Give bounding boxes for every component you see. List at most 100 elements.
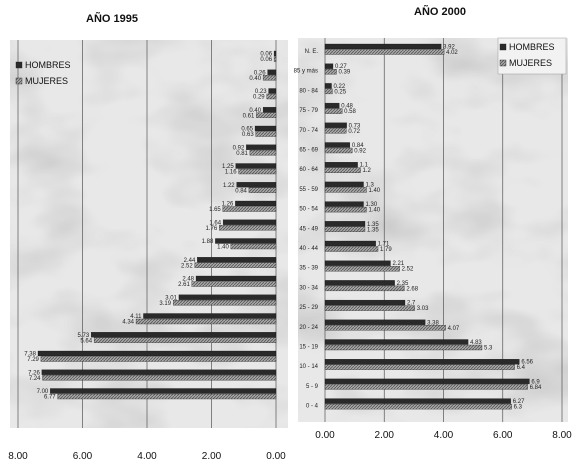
- data-label-hombres: 0.65: [241, 127, 253, 133]
- bar-group: 2.442.52: [181, 257, 277, 269]
- bar-mujeres: [273, 56, 277, 62]
- bar-hombres: [262, 107, 277, 113]
- category-label: 65 - 69: [299, 148, 318, 154]
- bar-group: 0.060.06: [260, 50, 277, 63]
- bar-hombres: [50, 388, 277, 394]
- data-label-mujeres: 0.81: [236, 151, 248, 157]
- bar-hombres: [324, 63, 334, 69]
- legend-box: [497, 37, 567, 75]
- legend: HOMBRES MUJERES: [497, 37, 567, 75]
- data-label-mujeres: 0.61: [243, 113, 255, 119]
- data-label-mujeres: 0.40: [249, 76, 261, 82]
- data-label-hombres: 1.3: [366, 182, 375, 188]
- legend-swatch-hombres: [15, 61, 23, 69]
- data-label-hombres: 2.21: [392, 261, 404, 267]
- data-label-mujeres: 5.64: [80, 338, 92, 344]
- category-label: 35 - 39: [299, 266, 318, 272]
- bar-group: 3.013.19: [159, 294, 277, 307]
- bar-mujeres: [324, 128, 347, 134]
- data-label-mujeres: 6.77: [44, 395, 56, 401]
- bar-mujeres: [135, 318, 277, 325]
- data-label-hombres: 2.7: [407, 301, 416, 307]
- data-label-mujeres: 0.29: [253, 95, 265, 101]
- bar-group: 0 - 4 6.276.3: [306, 398, 525, 411]
- data-label-hombres: 0.26: [254, 70, 266, 76]
- bar-hombres: [324, 280, 395, 286]
- data-label-mujeres: 6.4: [517, 365, 526, 371]
- bar-group: 40 - 44 1.711.79: [299, 240, 392, 253]
- bar-group: 2.482.61: [178, 275, 277, 288]
- category-label: 45 - 49: [299, 226, 318, 232]
- data-label-mujeres: 0.25: [334, 89, 346, 95]
- bar-group: 35 - 39 2.212.52: [299, 260, 414, 273]
- bar-group: 80 - 84 0.220.25: [299, 83, 347, 95]
- data-label-hombres: 7.00: [37, 389, 49, 395]
- bar-mujeres: [222, 206, 277, 212]
- data-label-mujeres: 7.29: [27, 357, 39, 363]
- data-label-hombres: 1.22: [223, 183, 235, 189]
- bar-hombres: [324, 260, 391, 266]
- data-label-hombres: 7.26: [28, 370, 40, 376]
- bar-hombres: [235, 163, 277, 169]
- bar-mujeres: [324, 305, 415, 311]
- chart-2000: AÑO 2000 0.00 2.00 4.00 6.00 8.00 HOMBRES MUJER…: [294, 5, 573, 441]
- bar-group: 85 y más 0.270.39: [294, 63, 351, 76]
- bar-hombres: [324, 162, 358, 168]
- bar-mujeres: [191, 281, 277, 287]
- data-label-hombres: 3.38: [427, 320, 439, 326]
- bar-hombres: [267, 69, 277, 75]
- data-label-mujeres: 6.3: [514, 405, 523, 411]
- category-label: 70 - 74: [299, 128, 318, 134]
- bar-hombres: [235, 200, 277, 207]
- bar-group: 25 - 29 2.73.03: [299, 299, 429, 312]
- bar-hombres: [324, 240, 376, 247]
- bar-group: 1.220.84: [223, 182, 277, 194]
- category-label: 80 - 84: [299, 88, 318, 94]
- data-label-hombres: 3.01: [165, 295, 177, 301]
- data-label-hombres: 6.27: [513, 399, 525, 405]
- bar-mujeres: [324, 325, 446, 331]
- category-label: 75 - 79: [299, 108, 318, 114]
- bar-group: 50 - 54 1.301.40: [299, 201, 381, 214]
- data-label-mujeres: 1.79: [380, 247, 392, 253]
- data-label-hombres: 2.44: [184, 258, 196, 264]
- data-label-hombres: 0.48: [341, 104, 353, 110]
- legend-swatch-mujeres: [499, 59, 507, 67]
- category-label: 20 - 24: [299, 325, 318, 331]
- bar-hombres: [324, 201, 364, 207]
- bar-hombres: [268, 88, 277, 94]
- data-label-hombres: 2.48: [182, 277, 194, 283]
- bar-hombres: [273, 50, 277, 57]
- bar-hombres: [324, 339, 469, 345]
- legend-swatch-hombres: [499, 43, 507, 51]
- category-label: 0 - 4: [306, 404, 319, 410]
- x-tick-label: 2.00: [202, 451, 222, 462]
- bar-mujeres: [324, 147, 353, 154]
- data-label-mujeres: 0.06: [260, 57, 272, 63]
- bar-group: 0.400.61: [243, 107, 277, 119]
- data-label-mujeres: 0.92: [354, 149, 366, 155]
- bar-mujeres: [40, 356, 277, 362]
- x-tick-label: 4.00: [137, 451, 157, 462]
- bar-group: 5 - 9 6.96.84: [306, 378, 542, 391]
- bar-hombres: [215, 238, 277, 244]
- bar-hombres: [324, 43, 442, 50]
- bar-mujeres: [324, 384, 528, 390]
- data-label-mujeres: 2.52: [181, 263, 193, 269]
- bar-group: 75 - 79 0.480.58: [299, 102, 357, 115]
- data-label-mujeres: 0.63: [242, 132, 254, 138]
- data-label-hombres: 6.9: [531, 379, 540, 385]
- data-label-mujeres: 1.40: [368, 188, 380, 194]
- data-label-hombres: 4.83: [470, 340, 482, 346]
- bar-mujeres: [172, 300, 277, 306]
- bar-mujeres: [42, 375, 277, 381]
- bar-mujeres: [57, 393, 277, 400]
- category-label: 30 - 34: [299, 285, 318, 291]
- bar-mujeres: [93, 337, 277, 343]
- data-label-hombres: 7.38: [24, 352, 36, 358]
- bar-group: 1.261.65: [209, 200, 277, 213]
- bar-group: 7.387.29: [24, 350, 277, 363]
- data-label-hombres: 2.35: [397, 281, 409, 287]
- chart-title: AÑO 1995: [86, 12, 138, 25]
- data-label-mujeres: 0.72: [348, 129, 360, 135]
